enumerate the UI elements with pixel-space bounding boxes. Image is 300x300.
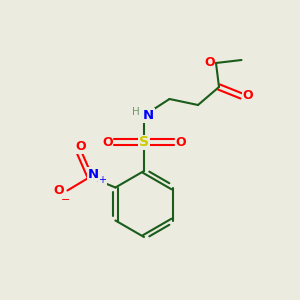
Text: O: O [175, 136, 186, 149]
Text: O: O [54, 184, 64, 197]
Text: O: O [102, 136, 113, 149]
Text: O: O [243, 89, 254, 103]
Text: −: − [61, 194, 70, 205]
Text: N: N [143, 109, 154, 122]
Text: H: H [132, 107, 140, 118]
Text: N: N [87, 167, 98, 181]
Text: +: + [98, 175, 106, 185]
Text: O: O [76, 140, 86, 154]
Text: O: O [204, 56, 215, 70]
Text: S: S [139, 136, 149, 149]
